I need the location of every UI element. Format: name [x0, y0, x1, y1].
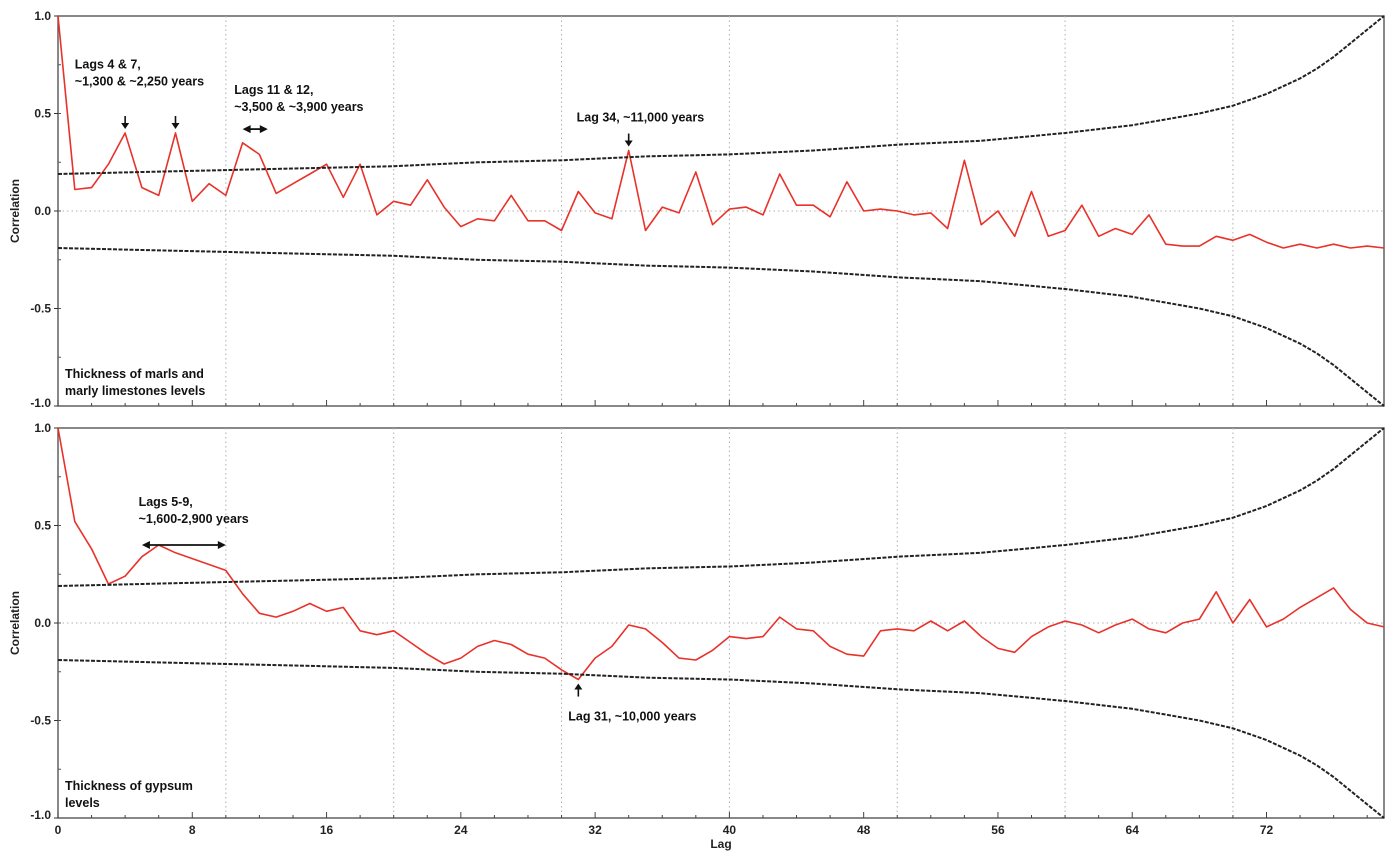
x-tick-label: 72: [1260, 823, 1274, 837]
lower-confidence-band-line: [57, 659, 1385, 819]
correlation-series-line: [57, 427, 1385, 681]
annotation: Lags 5-9, ~1,600-2,900 years: [139, 495, 249, 549]
correlation-series-line: [57, 15, 1385, 249]
x-tick-label: 24: [454, 823, 468, 837]
y-tick-label: -1.0: [30, 808, 51, 822]
y-axis-title: Correlation: [8, 591, 22, 655]
x-axis-title: Lag: [710, 837, 731, 851]
annotation-arrow-head: [171, 123, 180, 129]
annotation-double-arrow-right-head: [259, 125, 268, 134]
annotation-text: Lag 34, ~11,000 years: [577, 110, 705, 124]
panel-caption: Thickness of gypsum: [65, 779, 193, 793]
y-axis-title: Correlation: [8, 179, 22, 243]
y-tick-label: 1.0: [34, 421, 51, 435]
y-tick-label: -1.0: [30, 396, 51, 410]
annotation-arrow-head: [121, 123, 130, 129]
panel-caption: Thickness of marls and: [65, 367, 204, 381]
y-tick-label: 0.0: [34, 204, 51, 218]
x-tick-label: 0: [55, 823, 62, 837]
annotation-text: Lags 5-9,: [139, 495, 193, 509]
annotation-text: ~1,600-2,900 years: [139, 512, 249, 526]
annotation-arrow-head: [574, 683, 583, 690]
y-tick-label: 0.5: [34, 519, 51, 533]
panel-caption: marly limestones levels: [65, 384, 205, 398]
annotation: Lags 11 & 12, ~3,500 & ~3,900 years: [234, 83, 364, 134]
annotation-double-arrow-right-head: [217, 541, 226, 549]
x-tick-label: 56: [991, 823, 1005, 837]
annotation: Lag 31, ~10,000 years: [568, 683, 697, 724]
y-tick-label: 0.5: [34, 107, 51, 121]
annotation: Lag 34, ~11,000 years: [577, 110, 705, 147]
y-tick-label: 0.0: [34, 616, 51, 630]
y-tick-label: 1.0: [34, 9, 51, 23]
x-tick-label: 40: [723, 823, 737, 837]
upper-confidence-band-line: [57, 15, 1385, 175]
x-tick-label: 64: [1126, 823, 1140, 837]
annotation-text: ~3,500 & ~3,900 years: [234, 100, 363, 114]
lower-confidence-band-line: [57, 247, 1385, 407]
x-tick-label: 48: [857, 823, 871, 837]
annotation-arrow-head: [624, 140, 633, 147]
x-tick-label: 16: [320, 823, 334, 837]
annotation-text: Lags 4 & 7,: [75, 58, 141, 72]
annotation-double-arrow-left-head: [141, 541, 150, 549]
panel-caption: levels: [65, 796, 100, 810]
x-tick-label: 32: [588, 823, 602, 837]
y-tick-label: -0.5: [30, 302, 51, 316]
annotation-double-arrow-left-head: [242, 125, 251, 134]
annotation-text: Lags 11 & 12,: [234, 83, 313, 97]
y-tick-label: -0.5: [30, 714, 51, 728]
x-tick-label: 8: [189, 823, 196, 837]
annotation-text: Lag 31, ~10,000 years: [568, 710, 696, 724]
upper-confidence-band-line: [57, 427, 1385, 587]
panel-1: 1.0 0.5 0.0 -0.5 -1.0 Correlation Lags 4 & 7, ~…: [8, 9, 1385, 410]
annotation: Lags 4 & 7, ~1,300 & ~2,250 years: [75, 58, 204, 129]
annotation-text: ~1,300 & ~2,250 years: [75, 75, 204, 89]
panel-2: 1.0 0.5 0.0 -0.5 -1.0 0 8 16 24 32 40 48 56 64 72 Lag Co…: [8, 421, 1385, 851]
